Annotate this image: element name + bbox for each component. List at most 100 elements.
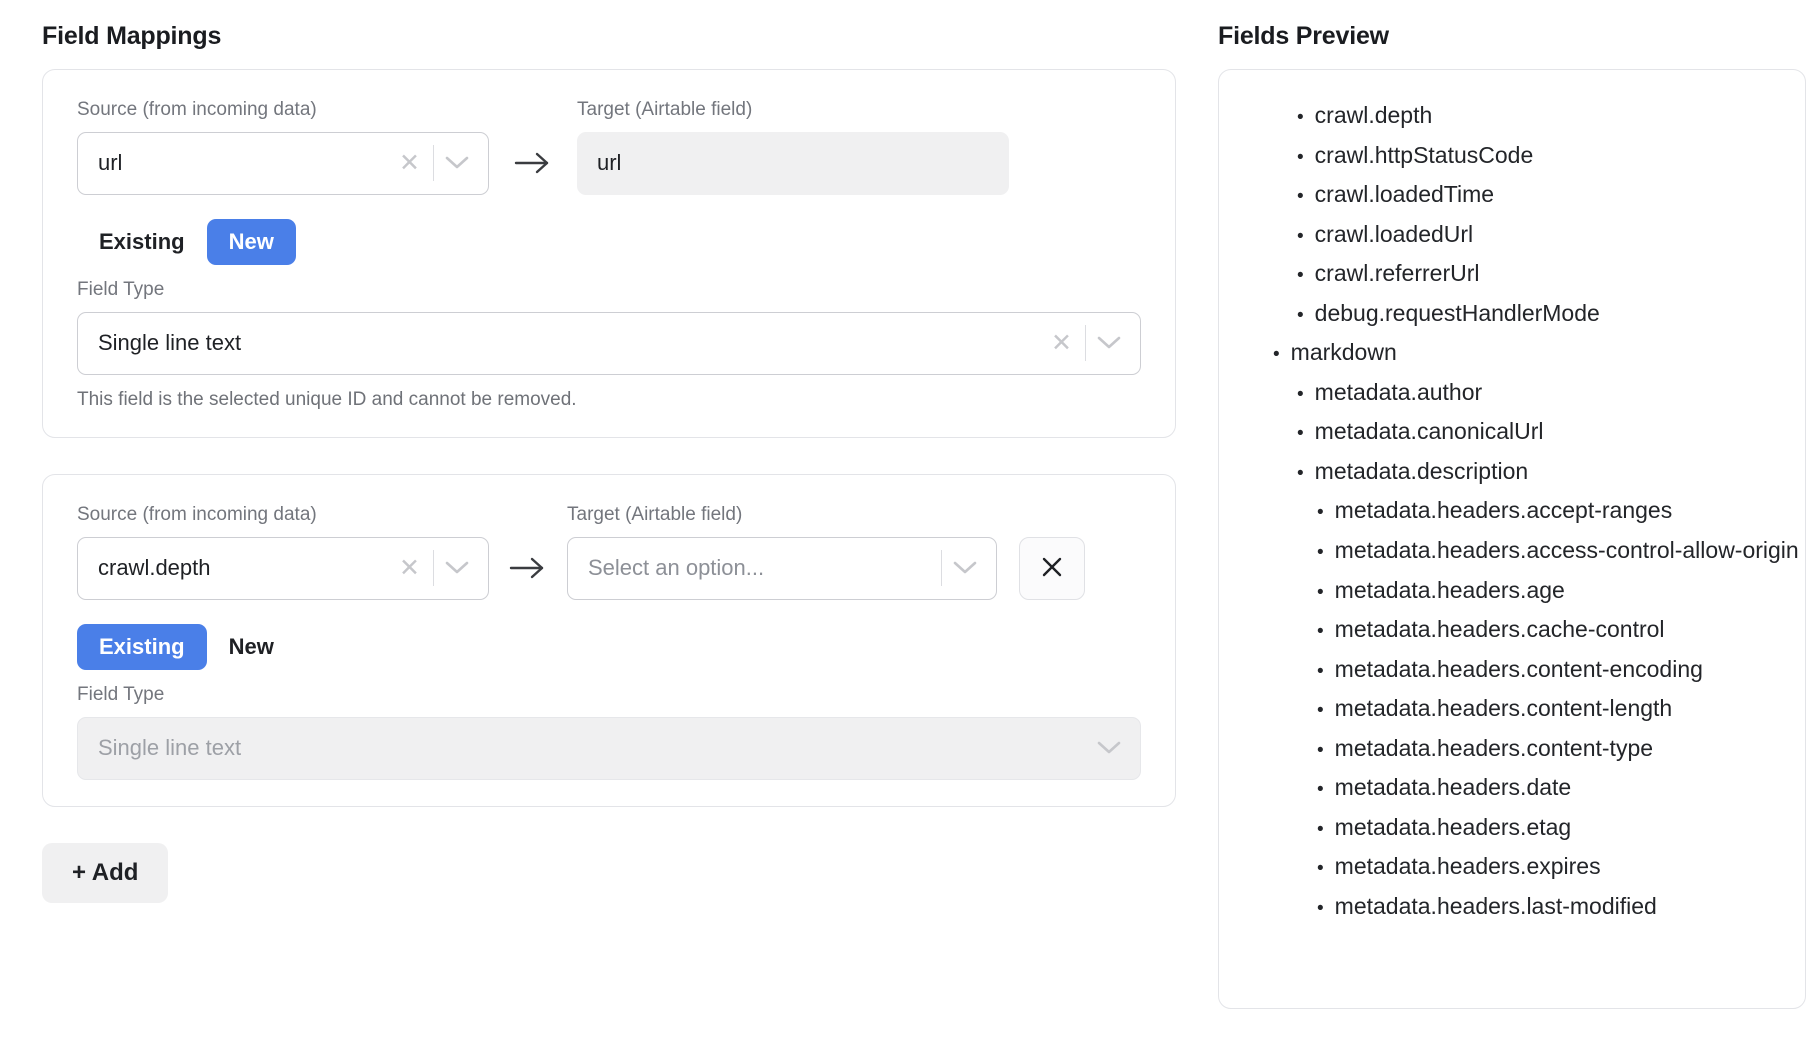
field-preview-label: metadata.headers.date (1334, 774, 1572, 801)
field-preview-item: • metadata.headers.expires (1219, 847, 1805, 887)
source-select-value: crawl.depth (98, 555, 211, 581)
chevron-down-icon[interactable] (942, 560, 988, 576)
remove-mapping-button[interactable] (1019, 536, 1085, 600)
bullet-icon: • (1297, 186, 1304, 208)
source-field-group: Source (from incoming data) url ✕ (77, 99, 489, 195)
clear-x-icon[interactable]: ✕ (399, 148, 420, 177)
target-field-group: Target (Airtable field) url (577, 99, 1009, 195)
field-preview-item: • metadata.headers.date (1219, 768, 1805, 808)
bullet-icon: • (1317, 621, 1324, 643)
mapping-row: Source (from incoming data) url ✕ (77, 99, 1141, 195)
field-preview-label: crawl.loadedUrl (1314, 220, 1474, 247)
fields-preview-list: • crawl.depth • crawl.httpStatusCode • crawl.… (1219, 96, 1805, 926)
field-mode-toggle: Existing New (77, 218, 1141, 265)
field-preview-label: crawl.httpStatusCode (1314, 141, 1534, 168)
divider (433, 145, 434, 182)
fields-preview-column: Fields Preview • crawl.depth • crawl.httpSt… (1210, 0, 1806, 1042)
field-preview-item: • metadata.headers.content-type (1219, 729, 1805, 769)
source-select-value: url (98, 150, 123, 176)
field-type-value: Single line text (98, 735, 242, 761)
chevron-down-icon[interactable] (434, 155, 480, 171)
field-mode-toggle: Existing New (77, 623, 1141, 670)
field-preview-label: crawl.referrerUrl (1314, 260, 1480, 287)
toggle-new-button[interactable]: New (207, 624, 296, 670)
clear-x-icon[interactable]: ✕ (399, 553, 420, 582)
toggle-new-button[interactable]: New (206, 218, 296, 265)
unique-id-helper-text: This field is the selected unique ID and… (77, 388, 577, 410)
add-mapping-button[interactable]: + Add (42, 842, 169, 903)
source-select[interactable]: url ✕ (77, 131, 489, 195)
arrow-right-icon (489, 132, 577, 195)
bullet-icon: • (1273, 344, 1280, 366)
fields-preview-title: Fields Preview (1218, 22, 1389, 50)
bullet-icon: • (1297, 225, 1304, 247)
bullet-icon: • (1297, 265, 1304, 287)
field-preview-label: metadata.canonicalUrl (1314, 418, 1544, 445)
bullet-icon: • (1317, 739, 1324, 761)
bullet-icon: • (1317, 897, 1324, 919)
chevron-down-icon[interactable] (434, 560, 480, 576)
toggle-existing-button[interactable]: Existing (77, 219, 207, 265)
field-preview-item: • markdown (1219, 333, 1805, 373)
field-type-label: Field Type (77, 278, 165, 300)
field-mappings-column: Field Mappings Source (from incoming dat… (42, 22, 1176, 903)
field-type-select: Single line text (77, 716, 1141, 780)
field-preview-item: • metadata.headers.cache-control (1219, 610, 1805, 650)
field-preview-label: debug.requestHandlerMode (1314, 299, 1600, 326)
field-preview-item: • metadata.author (1219, 373, 1805, 413)
bullet-icon: • (1297, 462, 1304, 484)
toggle-existing-button[interactable]: Existing (77, 623, 207, 670)
field-preview-label: metadata.headers.content-length (1334, 695, 1673, 722)
field-preview-label: metadata.headers.age (1334, 576, 1565, 603)
field-preview-item: • crawl.loadedUrl (1219, 215, 1805, 255)
field-preview-label: metadata.headers.access-control-allow-or… (1334, 537, 1799, 564)
arrow-right-icon (489, 537, 567, 600)
bullet-icon: • (1317, 818, 1324, 840)
field-preview-item: • metadata.headers.age (1219, 571, 1805, 611)
field-preview-label: crawl.loadedTime (1314, 181, 1495, 208)
field-preview-item: • crawl.depth (1219, 96, 1805, 136)
chevron-down-icon (1086, 740, 1132, 756)
target-label: Target (Airtable field) (567, 503, 743, 525)
target-select[interactable]: Select an option... (567, 536, 997, 600)
field-preview-label: metadata.headers.content-type (1334, 734, 1654, 761)
chevron-down-icon[interactable] (1086, 335, 1132, 351)
field-preview-label: metadata.headers.expires (1334, 853, 1601, 880)
mapping-row: Source (from incoming data) crawl.depth … (77, 503, 1141, 600)
field-preview-label: metadata.author (1314, 378, 1483, 405)
bullet-icon: • (1317, 858, 1324, 880)
mapping-card: Source (from incoming data) url ✕ (42, 69, 1176, 438)
field-preview-item: • metadata.headers.etag (1219, 808, 1805, 848)
source-select[interactable]: crawl.depth ✕ (77, 536, 489, 600)
bullet-icon: • (1317, 700, 1324, 722)
fields-preview-panel[interactable]: • crawl.depth • crawl.httpStatusCode • crawl.… (1218, 69, 1806, 1009)
field-preview-label: metadata.headers.etag (1334, 813, 1572, 840)
clear-x-icon[interactable]: ✕ (1051, 328, 1072, 357)
field-preview-item: • metadata.headers.accept-ranges (1219, 491, 1805, 531)
field-type-select[interactable]: Single line text ✕ (77, 311, 1141, 375)
field-preview-item: • crawl.referrerUrl (1219, 254, 1805, 294)
bullet-icon: • (1317, 581, 1324, 603)
bullet-icon: • (1317, 542, 1324, 564)
field-preview-label: metadata.headers.content-encoding (1334, 655, 1703, 682)
field-preview-label: crawl.depth (1314, 102, 1433, 128)
source-label: Source (from incoming data) (77, 99, 317, 120)
target-select-placeholder: Select an option... (588, 555, 765, 581)
field-type-label: Field Type (77, 683, 165, 705)
bullet-icon: • (1297, 304, 1304, 326)
field-preview-item: • metadata.description (1219, 452, 1805, 492)
bullet-icon: • (1297, 146, 1304, 168)
field-preview-label: markdown (1290, 339, 1397, 366)
field-preview-item: • metadata.headers.content-encoding (1219, 650, 1805, 690)
field-type-value: Single line text (98, 330, 242, 356)
close-x-icon (1039, 554, 1065, 583)
divider (941, 550, 942, 587)
field-preview-item: • metadata.headers.content-length (1219, 689, 1805, 729)
target-field-group: Target (Airtable field) Select an option… (567, 503, 997, 600)
field-preview-item: • metadata.headers.last-modified (1219, 887, 1805, 927)
field-preview-item: • metadata.canonicalUrl (1219, 412, 1805, 452)
divider (433, 550, 434, 587)
source-label: Source (from incoming data) (77, 503, 317, 525)
mapping-card: Source (from incoming data) crawl.depth … (42, 473, 1176, 807)
source-field-group: Source (from incoming data) crawl.depth … (77, 503, 489, 600)
